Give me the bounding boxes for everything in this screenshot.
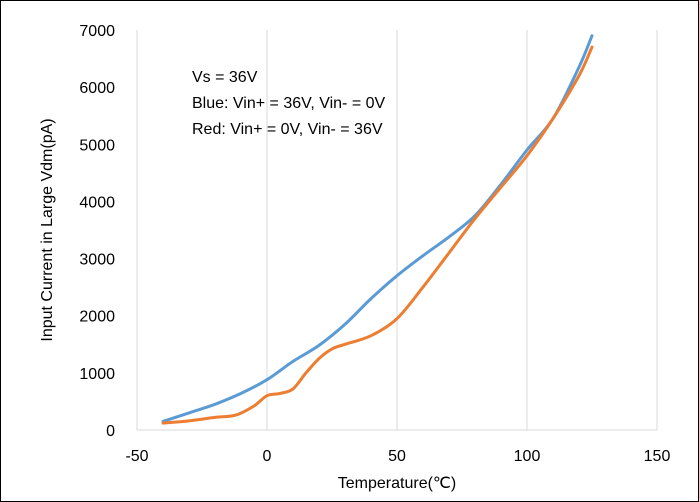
y-tick-label: 7000 [79,23,115,40]
y-tick-label: 1000 [79,366,115,383]
x-tick-labels: -50 0 50 100 150 [125,448,670,465]
x-axis-title: Temperature(℃) [338,475,456,492]
annotation-blue: Blue: Vin+ = 36V, Vin- = 0V [192,95,386,112]
annotation-vs: Vs = 36V [192,69,258,86]
series-lines [161,34,594,425]
x-tick-label: 0 [263,448,272,465]
y-tick-label: 4000 [79,194,115,211]
x-tick-label: -50 [125,448,148,465]
x-tick-label: 100 [514,448,541,465]
y-tick-label: 6000 [79,80,115,97]
x-tick-label: 50 [388,448,406,465]
grid-lines [136,30,658,431]
y-tick-label: 2000 [79,309,115,326]
y-axis-title: Input Current in Large Vdm(pA) [39,118,56,341]
series-line-blue [161,34,594,423]
y-tick-label: 0 [106,423,115,440]
series-line-red [161,45,594,425]
x-tick-label: 150 [644,448,671,465]
y-tick-label: 5000 [79,137,115,154]
y-tick-labels: 0 1000 2000 3000 4000 5000 6000 7000 [79,23,115,440]
annotation-red: Red: Vin+ = 0V, Vin- = 36V [192,121,383,138]
y-tick-label: 3000 [79,252,115,269]
